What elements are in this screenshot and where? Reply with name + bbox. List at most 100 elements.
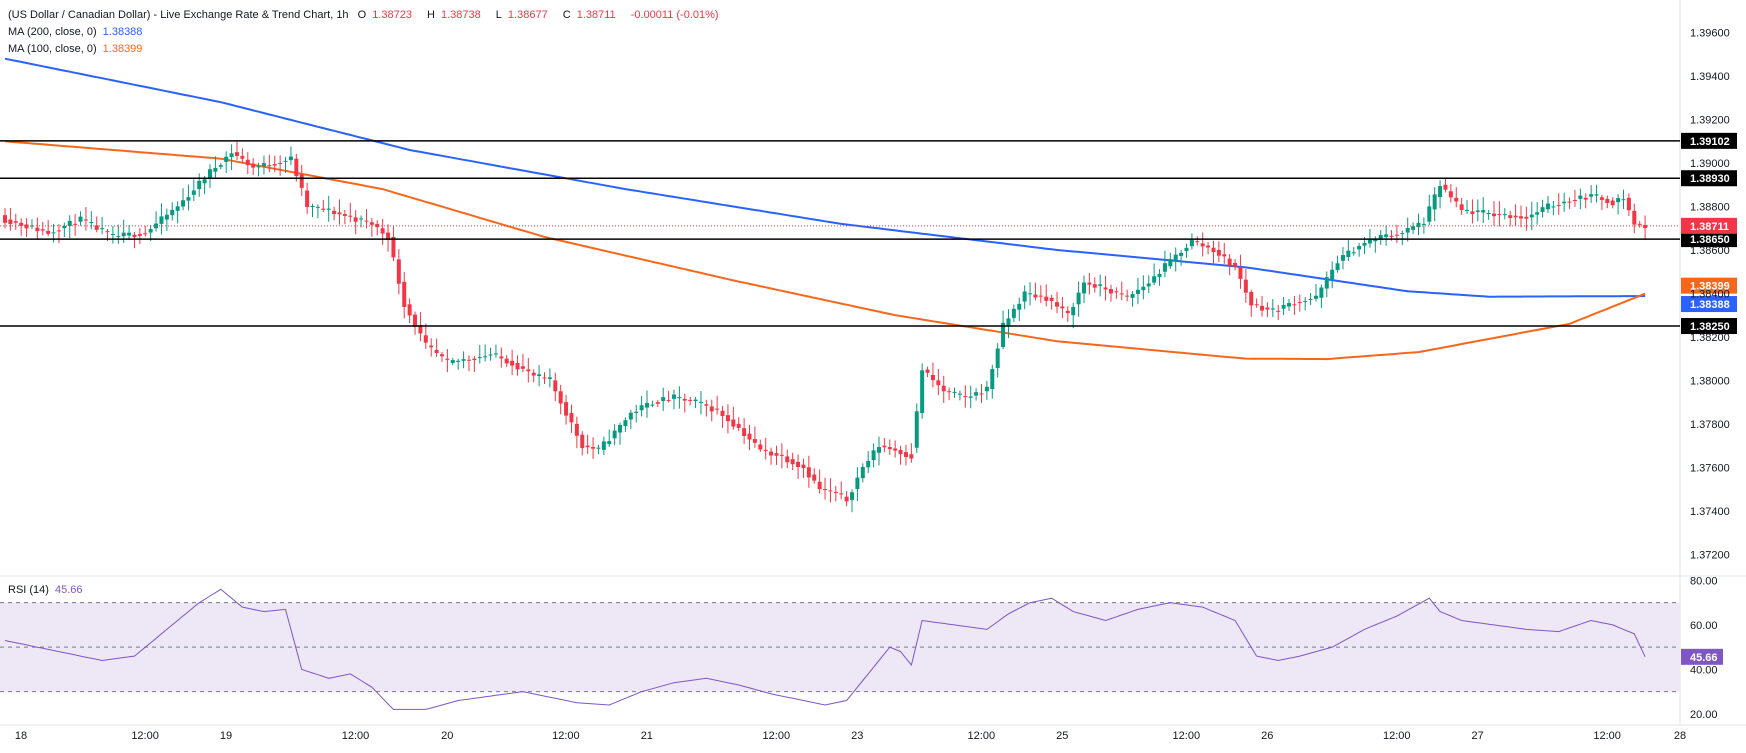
ma200-legend[interactable]: MA (200, close, 0) 1.38388 [8,25,148,40]
candle-body [671,394,676,399]
rsi-legend[interactable]: RSI (14) 45.66 [8,583,89,598]
candle-body [332,210,337,215]
candle-body [477,357,482,359]
candle-body [914,411,919,448]
candle-body [844,496,849,502]
rsi-line [4,588,1646,710]
candle-body [1162,263,1167,272]
candle-body [1416,222,1421,228]
candle-body [391,236,396,258]
candle-body [364,220,369,222]
candle-body [1292,304,1297,306]
candle-body [94,225,99,230]
candle-body [682,398,687,401]
open-value: O 1.38723 [357,9,412,21]
ma200-value: 1.38388 [102,26,143,38]
candle-body [731,419,736,427]
candle-body [1427,206,1432,222]
ma200-axis-label-box [1681,296,1737,313]
candle-body [493,353,498,355]
candle-body [197,180,202,190]
candle-body [1632,210,1637,225]
candle-body [839,493,844,495]
candle-body [1594,194,1599,196]
candle-body [758,444,763,450]
candle-body [434,349,439,354]
candle-body [1518,216,1523,219]
price-tick-label: 1.38400 [1690,288,1730,300]
candle-body [1141,286,1146,291]
candle-body [1367,239,1372,244]
candle-body [1497,214,1502,216]
candle-body [127,232,132,236]
candle-body [850,492,855,500]
candle-body [73,223,78,225]
candle-body [181,200,186,207]
candle-body [855,477,860,490]
price-tick-label: 1.38200 [1690,332,1730,344]
candle-body [67,220,72,227]
time-tick-label: 12:00 [552,730,580,742]
ma100-legend[interactable]: MA (100, close, 0) 1.38399 [8,42,148,57]
candle-body [375,223,380,228]
candle-body [1411,226,1416,230]
candle-body [407,304,412,316]
candle-body [639,405,644,411]
candle-body [1572,199,1577,202]
candle-body [89,222,94,224]
candle-body [693,399,698,402]
candle-body [1206,245,1211,248]
candle-body [294,158,299,177]
rsi-axis-label: 45.66 [1690,652,1718,664]
horizontal-levels: 1.39102 1.38930 1.38650 1.38250 1.38711 1.383… [0,132,1737,335]
candle-body [1545,203,1550,210]
price-tick-label: 1.39400 [1690,71,1730,83]
candle-body [607,441,612,445]
candle-body [213,167,218,172]
candle-body [574,423,579,436]
candle-body [1394,234,1399,236]
candle-body [1287,303,1292,307]
candle-body [1605,198,1610,204]
candle-body [261,163,266,167]
rsi-value-box [1681,648,1723,665]
level-label-box [1681,170,1737,187]
time-tick-label: 27 [1472,730,1484,742]
candle-body [1475,210,1480,212]
candle-body [1481,210,1486,213]
candle-body [240,155,245,159]
candle-body [299,174,304,188]
candle-body [1227,258,1232,266]
candle-body [1098,284,1103,286]
candle-body [1119,293,1124,295]
candle-body [29,225,34,227]
candle-body [110,233,115,235]
candle-body [1060,306,1065,309]
chart-title: (US Dollar / Canadian Dollar) - Live Exc… [8,9,349,21]
candle-body [386,232,391,241]
candle-body [1335,263,1340,271]
candle-body [1454,197,1459,202]
price-tick-label: 1.37600 [1690,462,1730,474]
candle-body [305,190,310,207]
candle-body [984,386,989,392]
candle-body [1006,318,1011,327]
candle-body [1524,216,1529,219]
candle-body [13,221,18,223]
price-tick-label: 1.39200 [1690,115,1730,127]
candle-body [1621,199,1626,201]
candle-body [1270,308,1275,310]
candle-body [1103,287,1108,290]
time-axis: 18 12:00 19 12:00 20 12:00 21 12:00 23 12:00 25 12:… [15,730,1686,742]
candle-body [909,454,914,459]
candle-body [1626,197,1631,211]
candle-body [871,450,876,461]
level-label: 1.38650 [1690,234,1730,246]
candle-body [439,354,444,357]
candle-body [445,358,450,360]
candle-body [1556,204,1561,206]
candle-body [833,491,838,493]
candle-body [1265,307,1270,310]
candle-body [148,229,153,233]
